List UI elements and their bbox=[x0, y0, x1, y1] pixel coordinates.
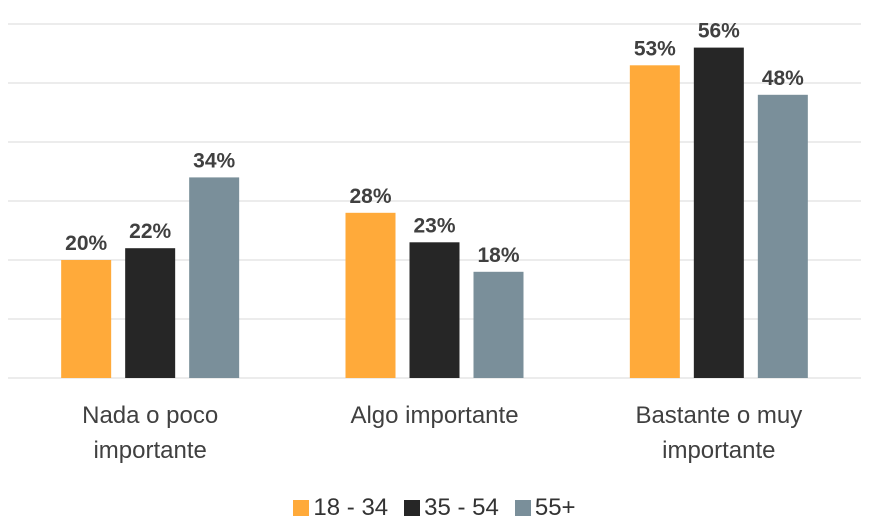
data-label: 28% bbox=[349, 185, 391, 208]
category-label: Nada o poco bbox=[82, 402, 218, 429]
category-label: importante bbox=[93, 437, 206, 464]
data-label: 53% bbox=[634, 37, 676, 60]
data-label: 48% bbox=[762, 67, 804, 90]
legend-label-35-54: 35 - 54 bbox=[424, 494, 499, 521]
category-label: importante bbox=[662, 437, 775, 464]
legend: 18 - 34 35 - 54 55+ bbox=[0, 494, 869, 522]
legend-swatch-55-plus bbox=[514, 500, 531, 516]
data-label: 23% bbox=[413, 214, 455, 237]
data-label: 20% bbox=[65, 232, 107, 255]
bar bbox=[125, 248, 176, 378]
legend-item-55-plus: 55+ bbox=[514, 494, 576, 522]
legend-item-35-54: 35 - 54 bbox=[404, 494, 499, 522]
bar bbox=[693, 47, 744, 378]
legend-item-18-34: 18 - 34 bbox=[293, 494, 388, 522]
legend-swatch-35-54 bbox=[404, 500, 421, 516]
data-label: 34% bbox=[193, 149, 235, 172]
bar bbox=[189, 177, 240, 378]
legend-swatch-18-34 bbox=[293, 500, 310, 516]
data-label: 56% bbox=[698, 20, 740, 43]
bar bbox=[345, 212, 396, 378]
bar bbox=[473, 271, 524, 378]
data-label: 18% bbox=[477, 244, 519, 267]
category-label: Algo importante bbox=[350, 402, 518, 429]
bar bbox=[757, 94, 808, 379]
bar bbox=[629, 65, 680, 379]
legend-label-55-plus: 55+ bbox=[534, 494, 576, 521]
category-label: Bastante o muy bbox=[635, 402, 802, 429]
legend-label-18-34: 18 - 34 bbox=[313, 494, 389, 521]
bar bbox=[61, 260, 112, 378]
bar bbox=[409, 242, 460, 378]
data-label: 22% bbox=[129, 220, 171, 243]
